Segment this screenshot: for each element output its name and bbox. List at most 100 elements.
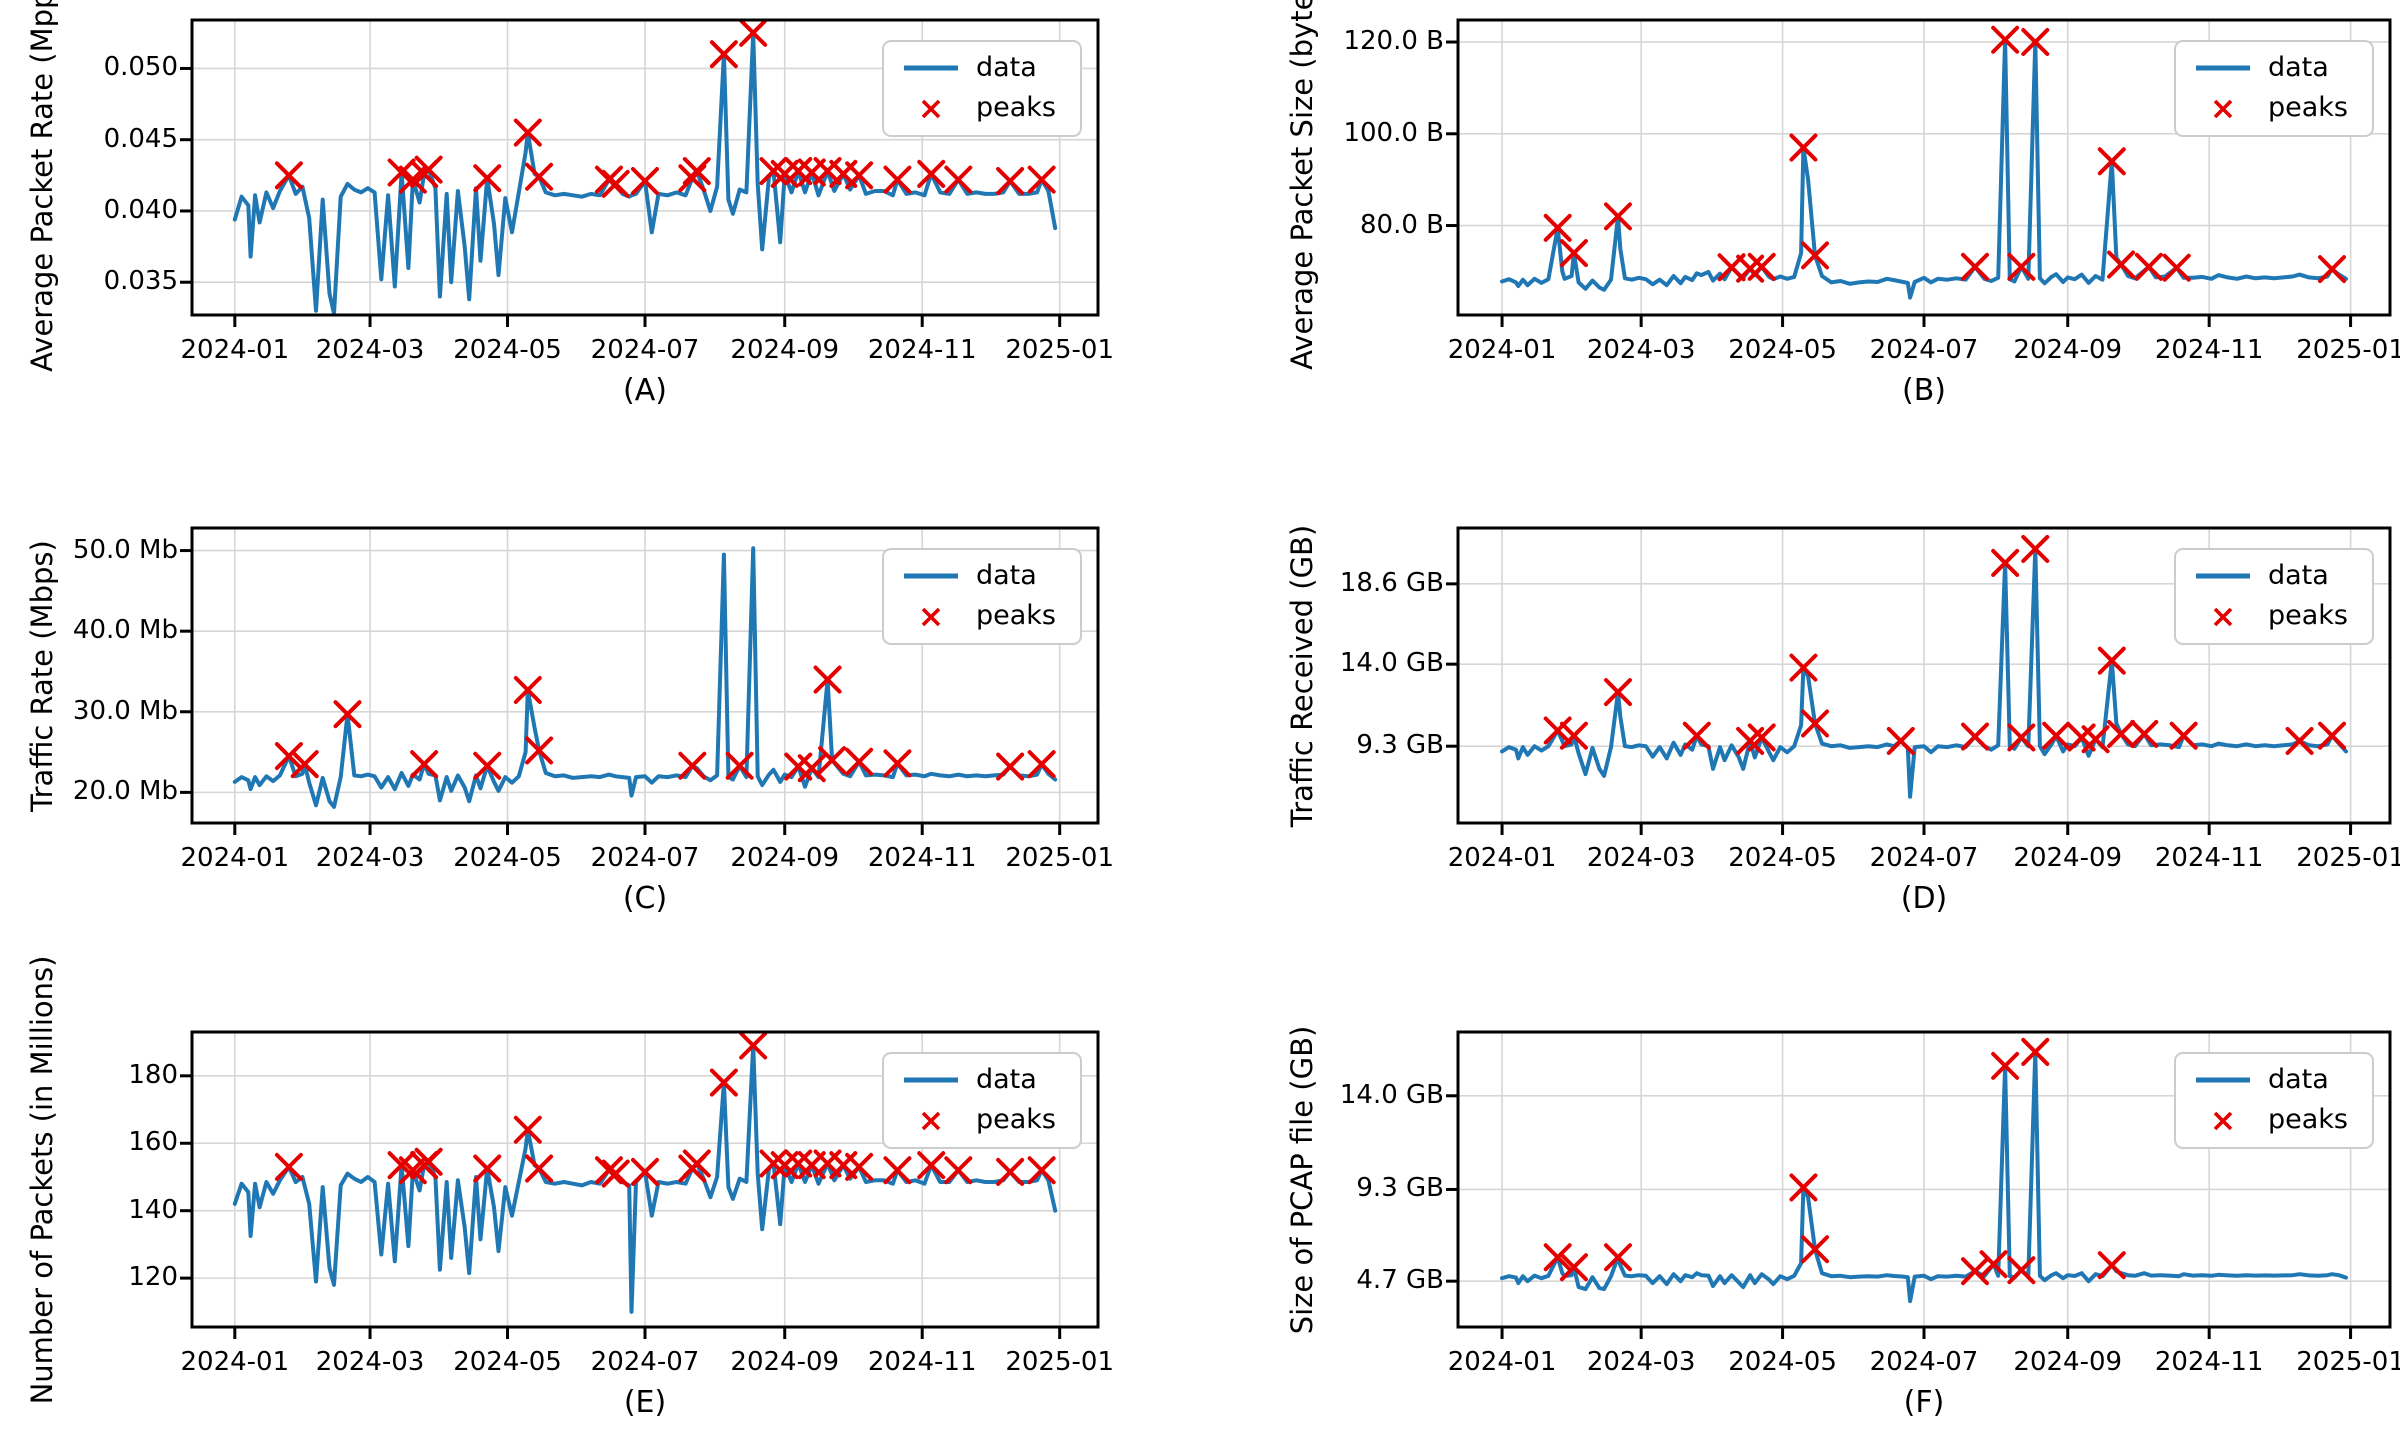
peak-marker [1801,1235,1830,1264]
y-tick-label: 140 [128,1194,178,1225]
legend-line-sample [2192,1075,2254,1085]
x-tick-label: 2024-11 [867,335,977,365]
legend-peaks-label: peaks [2268,92,2348,124]
legend-data-label: data [976,1064,1037,1095]
peak-marker [473,1154,502,1183]
x-tick-label: 2024-05 [453,843,562,873]
y-tick-label: 80.0 B [1360,209,1444,240]
peak-marker [2169,721,2198,750]
peak-marker [1979,1250,2008,1279]
x-tick-label: 2024-01 [1447,843,1557,873]
panel-caption: (B) [1902,373,1946,408]
y-tick-label: 0.035 [103,266,178,297]
legend-peaks-label: peaks [976,92,1056,124]
peak-marker [739,18,768,47]
x-tick-label: 2024-01 [1447,335,1557,365]
y-axis-label: Number of Packets (in Millions) [25,955,59,1404]
peak-marker [274,1152,303,1181]
peak-marker [1961,1257,1990,1286]
peak-marker [333,700,362,729]
peak-marker [682,1149,711,1178]
x-tick-label: 2024-01 [180,843,290,873]
peak-marker [1886,726,1915,755]
legend-line-sample [2192,63,2254,73]
x-tick-label: 2024-09 [2013,335,2123,365]
y-tick-label: 40.0 Mb [72,615,178,646]
y-tick-label: 100.0 B [1343,117,1444,148]
legend-x-marker-icon [900,604,962,630]
peak-marker [1559,721,1588,750]
peak-marker [845,161,874,190]
peak-marker [1961,722,1990,751]
peak-marker [845,1152,874,1181]
y-tick-label: 9.3 GB [1356,1173,1444,1204]
x-tick-label: 2024-11 [2154,1347,2264,1377]
legend-x-marker-icon [900,1108,962,1134]
peak-marker [1559,1253,1588,1282]
legend-x-marker-icon [2192,1108,2254,1134]
peak-marker [414,155,443,184]
peak-marker [944,1156,973,1185]
peak-marker [1789,653,1818,682]
peak-marker [601,1159,630,1188]
y-tick-label: 18.6 GB [1339,567,1444,598]
peak-marker [1603,678,1632,707]
peak-marker [2107,719,2136,748]
peak-marker [1801,709,1830,738]
x-tick-label: 2024-05 [1728,843,1837,873]
peak-marker [2318,721,2347,750]
peak-marker [1961,252,1990,281]
peak-marker [274,742,303,771]
peak-marker [2097,646,2126,675]
peak-marker [1991,1051,2020,1080]
peak-marker [1027,165,1056,194]
legend: data peaks [2174,548,2374,645]
panel-caption: (F) [1903,1385,1945,1420]
x-tick-label: 2024-11 [2154,335,2264,365]
peak-marker [2007,723,2036,752]
peak-marker [1789,133,1818,162]
x-tick-label: 2024-11 [867,843,977,873]
peak-marker [883,165,912,194]
peak-marker [274,161,303,190]
x-tick-label: 2024-03 [1586,335,1696,365]
peak-marker [2021,1037,2050,1066]
x-tick-label: 2024-07 [590,843,700,873]
peak-marker [1543,1243,1572,1272]
y-tick-label: 20.0 Mb [72,776,178,807]
legend-item-peaks: peaks [900,92,1064,124]
peak-marker [1747,723,1776,752]
x-tick-label: 2024-03 [315,1347,425,1377]
legend-line-sample [2192,571,2254,581]
peak-marker [2021,534,2050,563]
peak-marker [1747,252,1776,281]
x-tick-label: 2024-07 [1869,843,1979,873]
x-tick-label: 2024-01 [1447,1347,1557,1377]
peak-marker [525,736,554,765]
peak-marker [1603,1243,1632,1272]
x-tick-label: 2025-01 [1005,335,1114,365]
y-tick-label: 0.045 [103,123,178,154]
data-line [232,546,1058,809]
peak-marker [818,746,847,775]
peak-marker [2162,253,2191,282]
peak-marker [759,1149,788,1178]
peak-marker [845,747,874,776]
legend: data peaks [2174,1052,2374,1149]
peak-marker [1801,241,1830,270]
legend-item-data: data [900,1064,1064,1096]
legend-x-marker-icon [2192,96,2254,122]
y-axis-label: Traffic Rate (Mbps) [25,539,59,812]
legend-item-peaks: peaks [2192,1104,2356,1136]
y-tick-label: 14.0 GB [1339,1079,1444,1110]
peak-marker [290,750,319,779]
legend: data peaks [882,40,1082,137]
x-tick-label: 2025-01 [2296,335,2400,365]
x-tick-label: 2024-09 [730,843,840,873]
peak-marker [1559,239,1588,268]
peak-marker [2081,725,2110,754]
x-tick-label: 2024-01 [180,1347,290,1377]
panel-caption: (D) [1900,881,1948,916]
y-tick-label: 180 [128,1059,178,1090]
peak-marker [414,1147,443,1176]
